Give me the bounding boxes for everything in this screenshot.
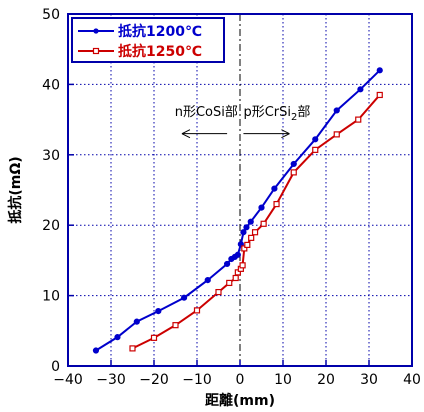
x-tick-label-2: −20	[139, 372, 169, 388]
series-1-point-17	[312, 146, 319, 153]
series-0-point-15	[271, 185, 278, 192]
series-1-point-14	[260, 220, 267, 227]
series-0-point-20	[376, 67, 383, 74]
legend-label-0: 抵抗1200℃	[118, 23, 202, 40]
x-tick-label-8: 40	[403, 372, 421, 388]
annotation-n-type-cosi: n形CoSi部	[175, 105, 238, 120]
y-tick-label-5: 50	[42, 7, 60, 23]
left-arrow-head	[181, 129, 191, 139]
x-tick-label-5: 10	[274, 372, 292, 388]
annotation-p-type-crsi2: p形CrSi2部	[243, 105, 310, 123]
series-0-point-17	[312, 136, 319, 143]
series-0-point-2	[133, 318, 140, 325]
series-1-point-1	[150, 334, 158, 341]
legend-box	[71, 17, 225, 63]
y-tick-label-1: 10	[42, 289, 60, 305]
x-tick-label-0: −40	[53, 372, 83, 388]
series-1-point-16	[290, 169, 297, 176]
y-tick-label-2: 20	[42, 218, 60, 234]
annotation-right-suffix: 部	[297, 105, 310, 120]
annotation-right-subscript: 2	[291, 112, 297, 123]
series-1-point-9	[239, 262, 246, 269]
series-1	[129, 91, 383, 352]
series-1-point-20	[376, 91, 383, 99]
series-1-point-5	[226, 279, 233, 287]
series-1-point-18	[333, 131, 340, 138]
series-0-point-0	[92, 347, 100, 354]
y-tick-label-3: 30	[42, 148, 60, 164]
series-0-point-16	[290, 160, 297, 168]
legend-marker-0	[93, 28, 99, 34]
legend: 抵抗1200℃ 抵抗1250℃	[71, 17, 225, 63]
right-arrow-head	[281, 129, 290, 139]
series-1-point-13	[251, 229, 259, 236]
series-0	[92, 67, 383, 354]
y-axis-label: 抵抗(mΩ)	[7, 156, 24, 223]
series-0-point-13	[247, 218, 254, 225]
series-0-point-19	[357, 86, 364, 93]
x-tick-label-6: 20	[317, 372, 335, 388]
series-0-point-11	[240, 229, 247, 236]
series-0-point-1	[114, 334, 121, 341]
x-tick-label-4: 0	[236, 372, 245, 388]
series-0-point-6	[224, 260, 231, 268]
region-annotations: n形CoSi部 p形CrSi2部	[175, 105, 310, 139]
series-0-point-12	[243, 224, 250, 231]
legend-marker-1	[92, 47, 100, 55]
annotation-right-prefix: p形CrSi	[243, 105, 291, 120]
series-1-point-12	[248, 234, 255, 241]
series-1-point-0	[129, 345, 136, 352]
series-0-point-14	[258, 204, 265, 211]
legend-label-1: 抵抗1250℃	[118, 43, 202, 60]
series-1-point-11	[244, 241, 251, 249]
series	[92, 67, 383, 354]
x-tick-label-7: 30	[360, 372, 378, 388]
series-1-point-2	[172, 322, 179, 329]
series-0-point-9	[234, 251, 241, 258]
series-line-1	[132, 94, 381, 350]
y-tick-label-0: 0	[51, 359, 60, 375]
axis-ticks: −40 −30 −20 −10 0 10 20 30 40 0 10 20 30 40 50	[42, 7, 421, 388]
series-1-point-6	[232, 274, 239, 282]
series-1-point-4	[215, 288, 222, 296]
y-tick-label-4: 40	[42, 77, 60, 93]
series-0-point-4	[181, 294, 188, 301]
x-axis-label: 距離(mm)	[205, 392, 275, 409]
series-0-point-18	[333, 107, 340, 114]
series-1-point-19	[355, 116, 362, 123]
x-tick-label-1: −30	[96, 372, 126, 388]
region-arrows	[181, 129, 290, 139]
series-1-point-15	[273, 200, 280, 208]
series-0-point-5	[204, 277, 211, 284]
x-tick-label-3: −10	[182, 372, 212, 388]
series-0-point-3	[155, 307, 162, 315]
series-1-point-3	[193, 307, 201, 314]
